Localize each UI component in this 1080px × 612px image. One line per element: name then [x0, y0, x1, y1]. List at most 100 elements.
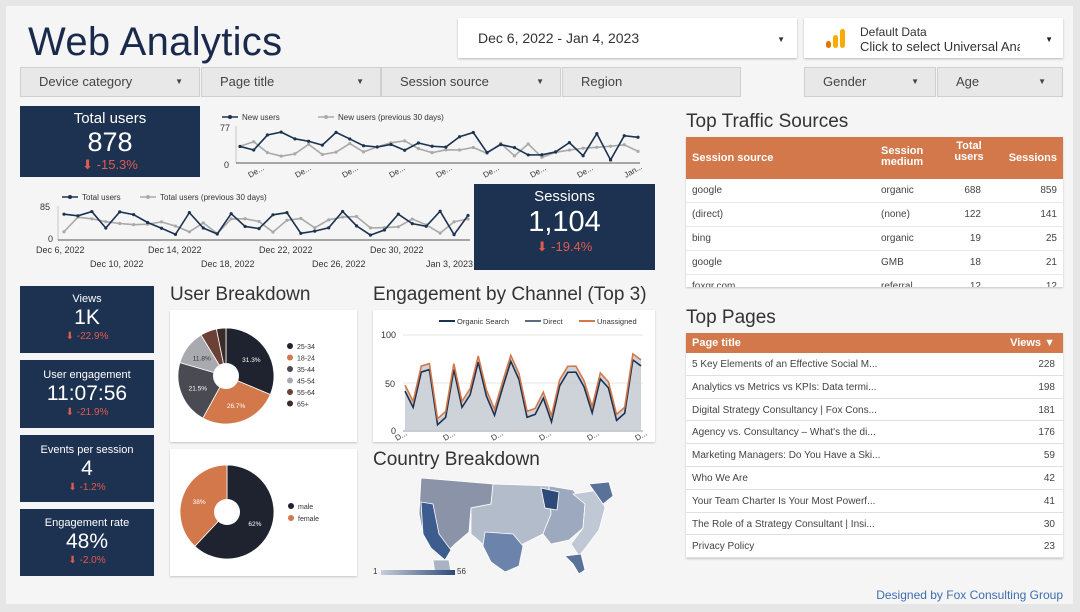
arrow-down-icon: ⬇ [82, 157, 97, 172]
slice-label: 11.8% [193, 355, 211, 362]
table-cell: 21 [1045, 257, 1057, 268]
table-cell: foxgr.com [692, 281, 736, 287]
data-point [595, 132, 599, 136]
table-row[interactable]: (direct) (none) 122 141 [686, 203, 1063, 227]
column-header[interactable]: Page title [692, 337, 741, 349]
filter-page-title[interactable]: Page title ▼ [201, 67, 381, 97]
table-row[interactable]: foxgr.com referral 12 12 [686, 275, 1063, 287]
filter-age[interactable]: Age ▼ [937, 67, 1063, 97]
data-point [327, 226, 331, 230]
table-row[interactable]: 5 Key Elements of an Effective Social M.… [686, 353, 1063, 376]
data-point [285, 218, 289, 222]
chart-legend: Organic Search Direct Unassigned [439, 317, 637, 326]
data-point [271, 230, 275, 234]
column-header[interactable]: Session medium [881, 145, 924, 168]
column-header[interactable]: Sessions [1008, 152, 1057, 164]
page-title-cell: Analytics vs Metrics vs KPIs: Data termi… [692, 381, 877, 393]
data-point [293, 137, 297, 141]
caret-down-icon: ▼ [777, 35, 785, 44]
slice-label: 21.5% [189, 386, 208, 393]
kpi-label: Views [72, 293, 102, 305]
table-row[interactable]: Agency vs. Consultancy – What's the di..… [686, 421, 1063, 445]
column-header[interactable]: Session source [692, 152, 774, 164]
table-row[interactable]: The Role of a Strategy Consultant | Insi… [686, 513, 1063, 536]
country-map[interactable]: 1 56 [373, 474, 655, 578]
legend-label: 55-64 [297, 390, 315, 397]
table-cell: 12 [1045, 281, 1057, 287]
filter-device-category[interactable]: Device category ▼ [20, 67, 200, 97]
table-row[interactable]: bing organic 19 25 [686, 227, 1063, 251]
page-title-cell: 5 Key Elements of an Effective Social M.… [692, 359, 878, 370]
legend-label: Direct [543, 317, 564, 326]
date-range-picker[interactable]: Dec 6, 2022 - Jan 4, 2023 ▼ [458, 18, 797, 58]
data-point [361, 150, 366, 154]
table-row[interactable]: Analytics vs Metrics vs KPIs: Data termi… [686, 376, 1063, 399]
new-users-chart: New users New users (previous 30 days) 7… [220, 113, 643, 180]
data-point [389, 142, 393, 147]
data-point [457, 135, 462, 139]
table-row[interactable]: Marketing Managers: Do You Have a Ski...… [686, 444, 1063, 467]
kpi-label: User engagement [43, 369, 131, 381]
pie-slice[interactable] [179, 464, 228, 547]
data-point [145, 220, 150, 225]
legend-label: 35-44 [297, 367, 315, 374]
x-axis-labels: De... De... De... De... De... De... De... De...… [247, 162, 643, 180]
data-point [187, 230, 191, 234]
filter-gender[interactable]: Gender ▼ [804, 67, 936, 97]
legend-dot [287, 389, 293, 395]
date-range-label: Dec 6, 2022 - Jan 4, 2023 [478, 30, 640, 46]
legend-label: Organic Search [457, 317, 509, 326]
kpi-value: 1K [74, 306, 100, 329]
table-row[interactable]: google GMB 18 21 [686, 251, 1063, 275]
kpi-value: 48% [65, 530, 109, 553]
data-point [485, 150, 489, 155]
legend-dot [287, 366, 293, 372]
table-row[interactable]: Privacy Policy 23 [686, 535, 1063, 559]
data-point [410, 217, 414, 221]
column-header[interactable]: Views ▼ [1010, 337, 1055, 349]
table-cell: referral [881, 281, 913, 287]
data-point [252, 140, 256, 144]
data-point [466, 213, 470, 218]
data-point [104, 220, 108, 224]
data-point [313, 226, 317, 230]
legend-dot [287, 354, 293, 361]
filter-region[interactable]: Region [562, 67, 741, 97]
analytics-logo-icon [826, 29, 845, 48]
filter-label: Age [956, 74, 980, 89]
table-cell: 122 [964, 209, 981, 220]
data-point [499, 142, 503, 147]
x-tick-label: Dec 26, 2022 [312, 259, 366, 269]
data-point [382, 228, 387, 232]
filter-label: Device category [39, 74, 133, 89]
legend-label: New users [242, 113, 280, 122]
column-header[interactable]: Total users [954, 140, 984, 163]
data-point [471, 145, 475, 150]
data-point [444, 145, 448, 149]
table-row[interactable]: google organic 688 859 [686, 179, 1063, 203]
data-point [452, 233, 456, 237]
table-row[interactable]: Your Team Charter Is Your Most Powerf...… [686, 490, 1063, 513]
filter-session-source[interactable]: Session source ▼ [381, 67, 561, 97]
data-point [567, 148, 571, 152]
kpi-total-users: Total users 878 ⬇ -15.3% [20, 106, 200, 177]
footer-credit[interactable]: Designed by Fox Consulting Group [876, 588, 1063, 602]
data-point [622, 143, 626, 147]
scale-min-label: 1 [373, 567, 378, 576]
data-point [361, 144, 366, 148]
slice-label: 62% [248, 521, 261, 528]
data-point [368, 233, 373, 237]
views-cell: 176 [1038, 427, 1055, 439]
legend-label: New users (previous 30 days) [338, 113, 444, 122]
table-row[interactable]: Digital Strategy Consultancy | Fox Cons.… [686, 399, 1063, 422]
total-users-chart: Total users Total users (previous 30 day… [36, 193, 473, 269]
x-tick-label: Dec 30, 2022 [370, 245, 424, 255]
table-row[interactable]: Who We Are 42 [686, 467, 1063, 490]
arrow-down-icon: ⬇ [65, 407, 77, 418]
data-point [471, 130, 475, 135]
data-point [62, 230, 66, 234]
data-point [466, 217, 470, 221]
data-source-selector[interactable]: Default Data Click to select Universal A… [804, 18, 1063, 58]
y-min-label: 0 [48, 234, 53, 244]
engagement-chart-card: Organic Search Direct Unassigned 100 50 … [373, 310, 655, 443]
